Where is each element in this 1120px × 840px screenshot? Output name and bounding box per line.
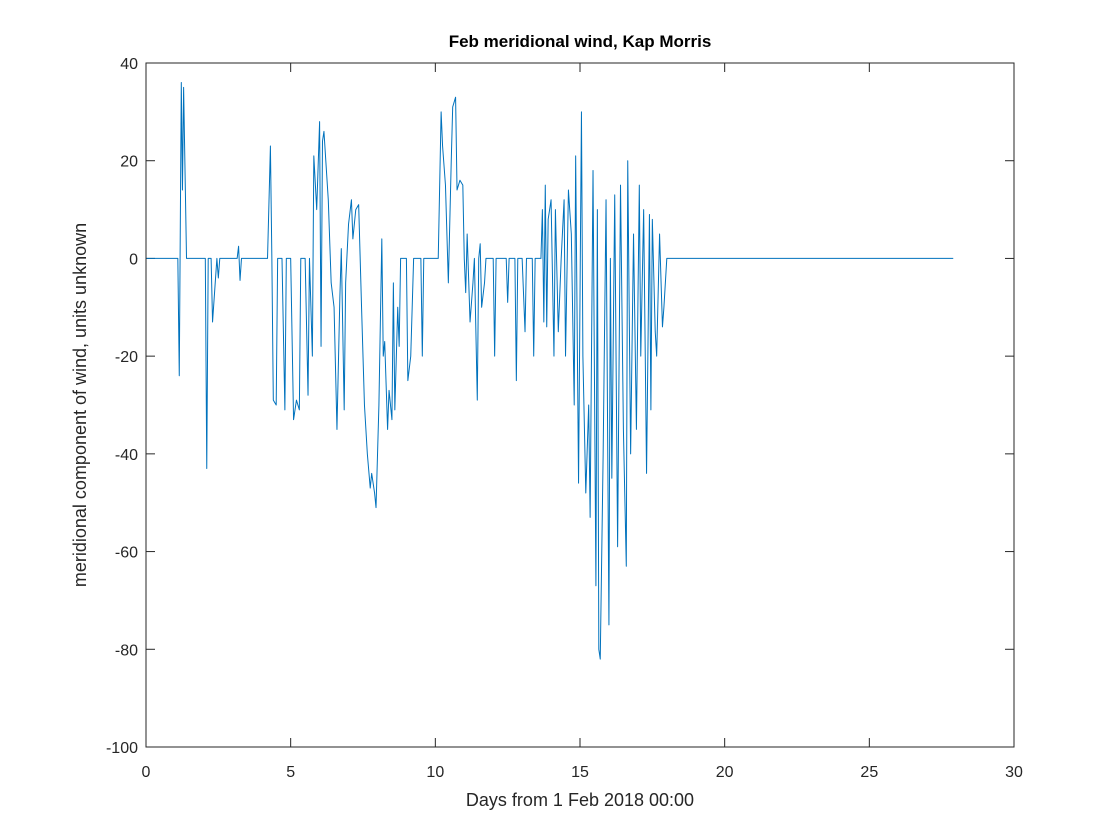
x-tick-label: 15 bbox=[571, 764, 589, 781]
y-tick-label: 40 bbox=[120, 56, 138, 73]
x-tick-label: 30 bbox=[1005, 764, 1023, 781]
data-line bbox=[146, 82, 954, 660]
x-tick-label: 10 bbox=[426, 764, 444, 781]
x-tick-label: 5 bbox=[286, 764, 295, 781]
y-tick-label: -80 bbox=[115, 642, 138, 659]
y-tick-label: 0 bbox=[129, 251, 138, 268]
y-tick-label: -20 bbox=[115, 349, 138, 366]
y-tick-label: 20 bbox=[120, 154, 138, 171]
axes-box bbox=[145, 62, 1015, 748]
y-tick-label: -40 bbox=[115, 447, 138, 464]
x-axis-label: Days from 1 Feb 2018 00:00 bbox=[466, 790, 694, 810]
x-tick-label: 20 bbox=[716, 764, 734, 781]
y-tick-label: -100 bbox=[106, 740, 138, 757]
x-tick-label: 25 bbox=[860, 764, 878, 781]
y-tick-label: -60 bbox=[115, 545, 138, 562]
chart-title: Feb meridional wind, Kap Morris bbox=[449, 32, 712, 51]
x-tick-label: 0 bbox=[142, 764, 151, 781]
y-axis-label: meridional component of wind, units unkn… bbox=[70, 223, 90, 587]
